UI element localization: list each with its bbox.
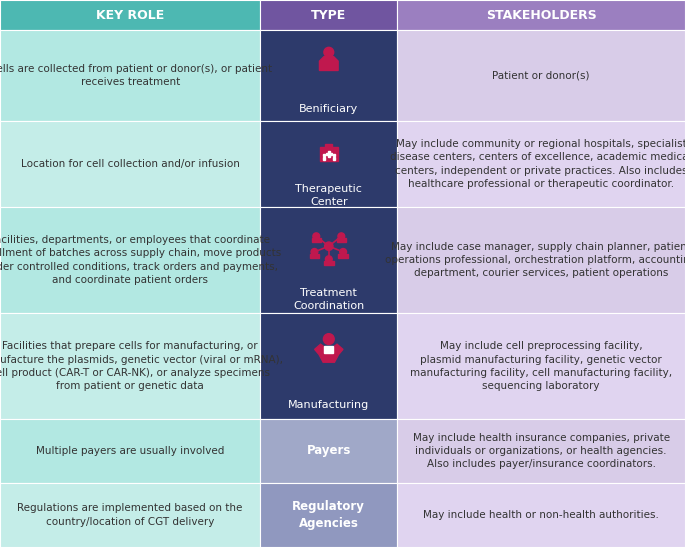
Bar	[332, 158, 335, 160]
Text: Manufacturing: Manufacturing	[288, 400, 369, 410]
Polygon shape	[324, 261, 334, 265]
Bar	[0, 30, 260, 121]
Bar	[323, 158, 325, 160]
Text: Benificiary: Benificiary	[299, 104, 358, 114]
Bar	[260, 313, 397, 419]
Bar	[320, 147, 338, 161]
Bar	[0, 313, 260, 419]
Text: Multiple payers are usually involved: Multiple payers are usually involved	[36, 446, 225, 456]
Text: May include health insurance companies, private
individuals or organizations, or: May include health insurance companies, …	[412, 433, 670, 469]
Bar	[0, 207, 260, 313]
Circle shape	[338, 233, 345, 240]
Text: Cells are collected from patient or donor(s), or patient
receives treatment: Cells are collected from patient or dono…	[0, 64, 272, 88]
Bar	[260, 30, 397, 121]
Text: Payers: Payers	[307, 444, 351, 457]
Circle shape	[325, 256, 332, 263]
Text: KEY ROLE: KEY ROLE	[96, 9, 164, 21]
Text: Therapeutic
Center: Therapeutic Center	[295, 184, 362, 207]
Text: Regulations are implemented based on the
country/location of CGT delivery: Regulations are implemented based on the…	[17, 503, 243, 527]
Bar	[260, 207, 397, 313]
Circle shape	[340, 248, 347, 255]
Polygon shape	[319, 57, 338, 71]
Bar	[0, 483, 260, 547]
Bar	[397, 419, 685, 483]
Text: Location for cell collection and/or infusion: Location for cell collection and/or infu…	[21, 159, 240, 169]
Bar	[397, 483, 685, 547]
Bar	[397, 30, 685, 121]
Circle shape	[323, 334, 334, 345]
Text: STAKEHOLDERS: STAKEHOLDERS	[486, 9, 597, 21]
Bar	[260, 419, 397, 483]
Text: May include case manager, supply chain planner, patient
operations professional,: May include case manager, supply chain p…	[386, 242, 685, 278]
Circle shape	[313, 233, 320, 240]
Polygon shape	[310, 254, 319, 258]
Bar	[325, 346, 333, 353]
Text: Facilities, departments, or employees that coordinate
fulfillment of batches acr: Facilities, departments, or employees th…	[0, 235, 282, 285]
Bar	[0, 0, 260, 30]
Polygon shape	[314, 344, 343, 362]
Text: Facilities that prepare cells for manufacturing, or
manufacture the plasmids, ge: Facilities that prepare cells for manufa…	[0, 341, 283, 391]
Bar	[0, 121, 260, 207]
Bar	[397, 0, 685, 30]
Circle shape	[325, 242, 333, 251]
Bar	[323, 154, 325, 156]
Bar	[326, 153, 332, 155]
Bar	[260, 121, 397, 207]
Text: May include health or non-health authorities.: May include health or non-health authori…	[423, 510, 659, 520]
Bar	[397, 207, 685, 313]
Bar	[260, 0, 397, 30]
Circle shape	[324, 48, 334, 57]
Polygon shape	[338, 254, 348, 258]
Polygon shape	[312, 238, 321, 242]
Bar	[397, 121, 685, 207]
Circle shape	[311, 248, 318, 255]
Bar	[260, 483, 397, 547]
Bar	[397, 313, 685, 419]
Bar	[325, 144, 332, 147]
Text: Treatment
Coordination: Treatment Coordination	[293, 288, 364, 311]
Text: May include cell preprocessing facility,
plasmid manufacturing facility, genetic: May include cell preprocessing facility,…	[410, 341, 672, 391]
Bar	[328, 151, 329, 157]
Text: Regulatory
Agencies: Regulatory Agencies	[292, 500, 365, 530]
Polygon shape	[336, 238, 346, 242]
Text: TYPE: TYPE	[311, 9, 347, 21]
Bar	[0, 419, 260, 483]
Text: Patient or donor(s): Patient or donor(s)	[493, 71, 590, 80]
Bar	[332, 154, 335, 156]
Text: May include community or regional hospitals, specialist
disease centers, centers: May include community or regional hospit…	[390, 139, 685, 189]
